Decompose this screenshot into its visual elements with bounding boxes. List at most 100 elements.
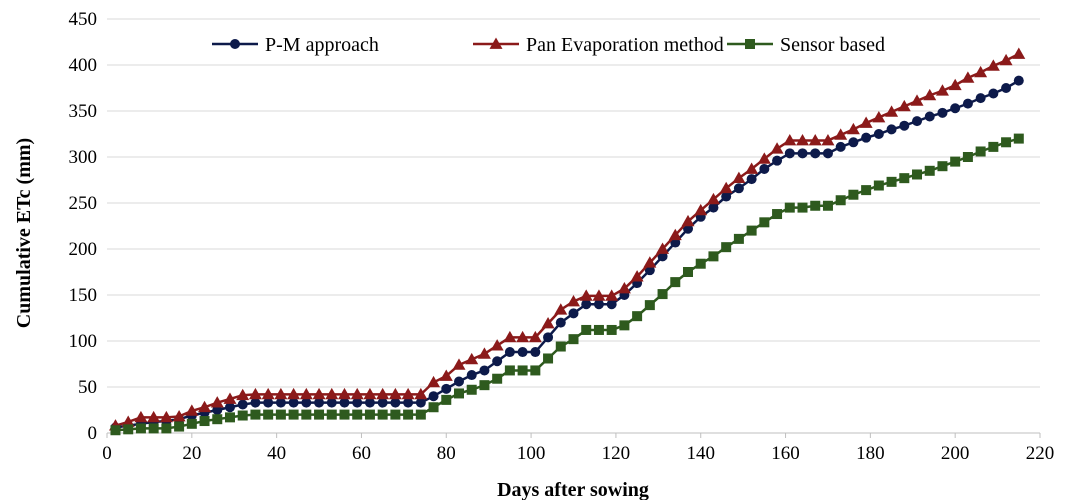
legend-marker [489, 37, 503, 49]
data-point [377, 409, 388, 420]
data-point [721, 242, 732, 253]
data-point [263, 397, 274, 408]
data-point [237, 410, 248, 421]
data-point [822, 148, 833, 159]
data-point [312, 387, 326, 400]
data-point [593, 324, 604, 335]
data-point [275, 397, 286, 408]
data-point [899, 120, 910, 131]
data-point [986, 59, 1000, 71]
data-point [121, 415, 135, 427]
data-point [301, 409, 312, 420]
data-point [174, 421, 185, 432]
data-point [237, 399, 248, 410]
data-point [643, 256, 657, 268]
data-point [975, 93, 986, 104]
data-point [530, 365, 541, 376]
data-point [670, 277, 681, 288]
data-point [314, 409, 325, 420]
data-point [912, 169, 923, 180]
data-point [910, 94, 924, 106]
data-point [261, 387, 275, 400]
data-point [975, 146, 986, 157]
data-point [872, 110, 886, 123]
data-point [885, 105, 899, 117]
data-point [808, 133, 822, 146]
data-point [859, 116, 873, 128]
data-point [810, 200, 821, 211]
data-point [401, 387, 415, 400]
data-point [657, 289, 668, 300]
data-point [503, 330, 517, 343]
data-point [388, 387, 402, 400]
x-tick-label: 60 [352, 443, 371, 464]
series [108, 47, 1026, 436]
data-point [350, 387, 364, 400]
x-tick-label: 0 [102, 443, 112, 464]
data-point [198, 400, 212, 413]
data-point [581, 299, 592, 310]
data-point [886, 176, 897, 187]
x-tick-label: 220 [1026, 443, 1055, 464]
data-point [427, 375, 441, 388]
data-point [224, 412, 235, 423]
data-point [479, 365, 490, 376]
data-point [924, 165, 935, 176]
data-point [861, 132, 872, 143]
data-point [159, 410, 173, 423]
data-point [834, 128, 848, 140]
y-axis-title: Cumulative ETc (mm) [13, 138, 35, 328]
data-point [962, 98, 973, 109]
data-point [441, 383, 452, 394]
data-point [948, 78, 962, 91]
data-point [797, 148, 808, 159]
data-point [592, 289, 606, 301]
data-point [274, 387, 288, 400]
data-point [287, 387, 301, 400]
data-point [733, 183, 744, 194]
data-point [161, 423, 172, 434]
data-point [962, 152, 973, 162]
data-point [224, 402, 235, 413]
data-point [708, 202, 719, 213]
data-point [835, 141, 846, 152]
data-point [314, 397, 325, 408]
data-point [299, 387, 313, 400]
data-point [937, 161, 948, 172]
legend-label: Sensor based [780, 34, 885, 56]
data-point [414, 387, 428, 400]
data-point [147, 410, 161, 423]
data-point [683, 267, 694, 277]
data-point [248, 387, 262, 400]
legend-entry: Sensor based [727, 34, 885, 56]
series-line [115, 52, 1020, 427]
data-point [567, 294, 580, 307]
data-point [668, 228, 682, 241]
data-point [172, 409, 186, 422]
data-point [999, 53, 1013, 66]
data-point [516, 330, 530, 343]
y-tick-label: 250 [69, 193, 98, 214]
data-point [784, 202, 795, 213]
data-point [326, 409, 337, 420]
data-point [223, 392, 237, 404]
data-point [873, 180, 884, 191]
x-tick-label: 80 [437, 443, 456, 464]
data-point [772, 155, 783, 166]
data-point [746, 225, 757, 236]
gridlines [107, 18, 1040, 388]
data-point [568, 308, 579, 319]
data-point [134, 410, 148, 423]
data-point [974, 65, 988, 78]
y-tick-label: 350 [69, 101, 98, 122]
data-point [453, 388, 464, 399]
data-point [543, 353, 554, 364]
y-tick-label: 450 [69, 9, 98, 30]
data-point [212, 414, 223, 425]
data-point [1001, 137, 1012, 148]
data-point [935, 84, 949, 96]
y-tick-label: 200 [69, 239, 98, 260]
data-point [326, 397, 337, 408]
data-point [873, 129, 884, 139]
